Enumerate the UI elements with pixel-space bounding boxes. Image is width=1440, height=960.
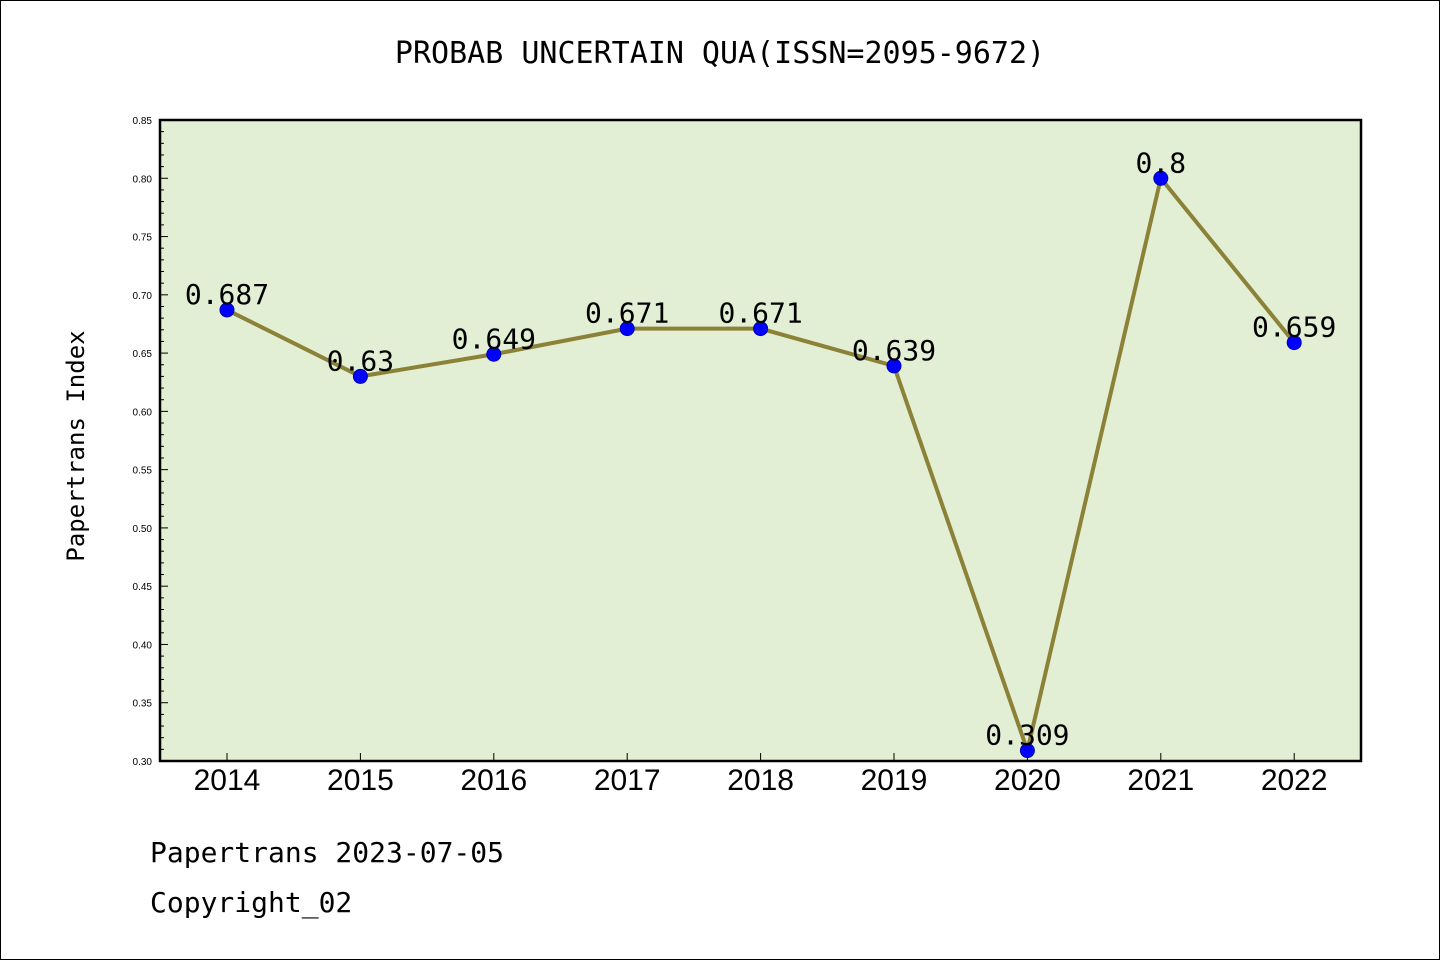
- chart-title: PROBAB UNCERTAIN QUA(ISSN=2095-9672): [394, 36, 1046, 71]
- data-point: [486, 346, 502, 362]
- y-tick-label: 0.45: [133, 582, 153, 593]
- x-tick-label: 2014: [194, 764, 261, 797]
- data-point: [352, 368, 368, 384]
- x-axis: 2014 2015 2016 2017 2018 2019 2020 2021 2022: [194, 753, 1328, 797]
- x-tick-label: 2020: [994, 764, 1061, 797]
- y-tick-label: 0.85: [133, 116, 153, 127]
- data-point: [886, 358, 902, 374]
- x-tick-label: 2016: [460, 764, 527, 797]
- y-axis: 0.30 0.35 0.40 0.45 0.50 0.55 0.60 0.65 0.70 0.75…: [133, 116, 168, 768]
- y-tick-label: 0.60: [133, 407, 153, 418]
- data-point: [1019, 743, 1035, 759]
- x-tick-label: 2019: [861, 764, 928, 797]
- footer-date: Papertrans 2023-07-05: [150, 836, 505, 869]
- y-tick-label: 0.65: [133, 349, 153, 360]
- data-label: 0.639: [852, 334, 936, 367]
- y-tick-label: 0.55: [133, 466, 153, 477]
- x-tick-label: 2018: [727, 764, 794, 797]
- data-point: [219, 302, 235, 318]
- y-tick-label: 0.50: [133, 524, 153, 535]
- x-tick-label: 2015: [327, 764, 394, 797]
- plot-area: [158, 118, 1363, 763]
- data-label: 0.8: [1136, 146, 1187, 179]
- data-point: [1286, 335, 1302, 351]
- x-tick-label: 2022: [1261, 764, 1328, 797]
- y-tick-label: 0.80: [133, 174, 153, 185]
- data-label: 0.671: [585, 297, 669, 330]
- y-tick-label: 0.35: [133, 699, 153, 710]
- y-tick-label: 0.30: [133, 757, 153, 768]
- y-tick-label: 0.75: [133, 233, 153, 244]
- data-label: 0.309: [985, 719, 1069, 752]
- footer-copyright: Copyright_02: [150, 886, 353, 919]
- data-label: 0.671: [718, 297, 802, 330]
- y-tick-label: 0.70: [133, 291, 153, 302]
- data-label: 0.659: [1252, 311, 1336, 344]
- data-point: [753, 321, 769, 337]
- series: [219, 170, 1302, 759]
- x-tick-label: 2017: [594, 764, 661, 797]
- x-tick-label: 2021: [1127, 764, 1194, 797]
- y-tick-label: 0.40: [133, 640, 153, 651]
- data-label: 0.649: [452, 322, 536, 355]
- data-point: [619, 321, 635, 337]
- data-label: 0.687: [185, 278, 269, 311]
- data-labels: 0.687 0.63 0.649 0.671 0.671 0.639 0.309 0.8 0.6…: [185, 146, 1336, 751]
- data-label: 0.63: [327, 344, 394, 377]
- data-point: [1153, 170, 1169, 186]
